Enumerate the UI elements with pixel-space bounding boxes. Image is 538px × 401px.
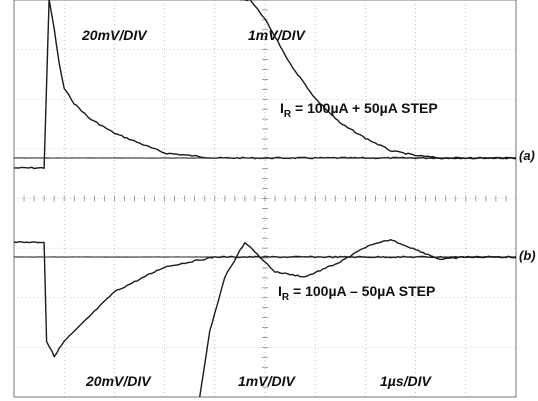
panel-a-traces <box>13 0 517 170</box>
panel-b-annotation-rest: = 100µA – 50µA STEP <box>289 283 435 299</box>
panel-b-scale-left: 20mV/DIV <box>85 373 152 389</box>
panel-a-annotation: IR = 100µA + 50µA STEP <box>280 100 438 120</box>
panel-b-scale-mid: 1mV/DIV <box>238 373 296 389</box>
panel-a-annotation-main: I <box>280 100 284 116</box>
panel-b-annotation-sub: R <box>282 292 290 303</box>
panel-b-label: (b) <box>519 248 536 263</box>
panel-a-trace-2 <box>239 0 517 160</box>
panel-a-annotation-rest: = 100µA + 50µA STEP <box>291 100 438 116</box>
panel-a-scale-right: 1mV/DIV <box>248 27 306 43</box>
panel-b-annotation: IR = 100µA – 50µA STEP <box>278 283 435 303</box>
panel-a-scale-left: 20mV/DIV <box>81 27 148 43</box>
panel-a-label: (a) <box>519 148 535 163</box>
panel-a-annotation-sub: R <box>284 109 292 120</box>
panel-b-trace-2 <box>199 239 517 398</box>
graticule <box>13 0 517 398</box>
panel-b-scale-right: 1µs/DIV <box>380 373 433 389</box>
panel-b-annotation-main: I <box>278 283 282 299</box>
panel-b-traces <box>13 239 517 398</box>
